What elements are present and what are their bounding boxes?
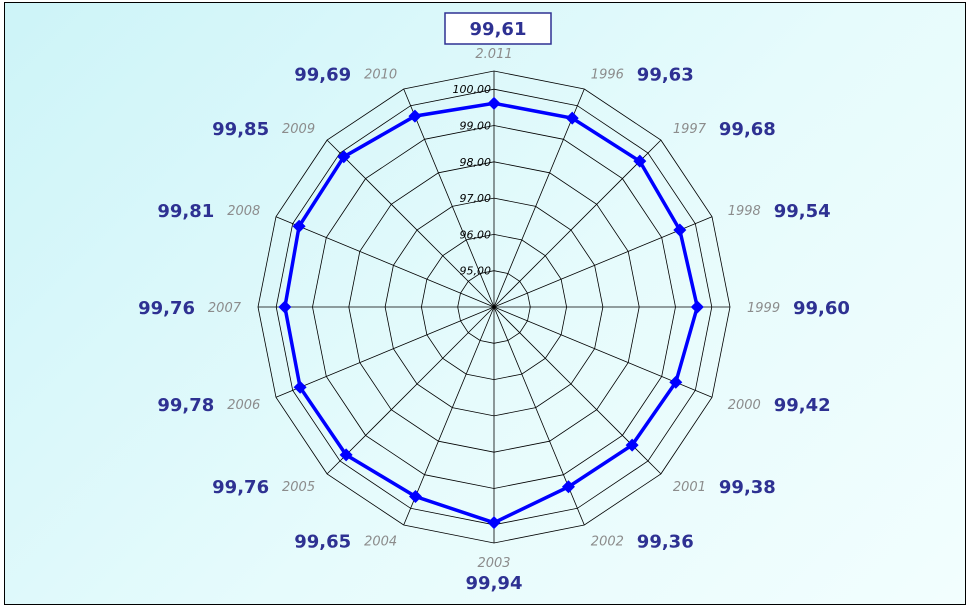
- grid-spoke: [326, 139, 495, 308]
- category-label: 1998: [728, 204, 761, 219]
- radial-tick-label: 99,00: [460, 120, 492, 133]
- data-point: [673, 223, 687, 237]
- data-label: 99,76: [212, 477, 269, 498]
- category-label: 2006: [227, 398, 260, 413]
- data-point: [565, 111, 579, 125]
- data-point: [633, 154, 647, 168]
- grid-spoke: [493, 139, 662, 308]
- data-label: 99,36: [637, 532, 694, 553]
- radial-tick-label: 95,00: [460, 265, 492, 278]
- data-point: [292, 219, 306, 233]
- category-label: 1999: [747, 301, 780, 316]
- data-label: 99,69: [294, 64, 351, 85]
- radial-tick-label: 98,00: [460, 156, 492, 169]
- category-label: 2003: [477, 556, 510, 571]
- data-point: [487, 96, 501, 110]
- data-point: [293, 380, 307, 394]
- data-label: 99,60: [793, 298, 850, 319]
- data-label: 99,81: [157, 201, 214, 222]
- data-point: [408, 109, 422, 123]
- category-label: 2001: [673, 480, 706, 495]
- grid-spoke: [493, 88, 585, 308]
- data-label: 99,78: [157, 395, 214, 416]
- data-label: 99,63: [637, 64, 694, 85]
- grid-spoke: [275, 306, 495, 398]
- data-point: [337, 150, 351, 164]
- data-label: 99,76: [138, 298, 195, 319]
- data-label: 99,61: [470, 19, 527, 40]
- data-point: [339, 448, 353, 462]
- radial-tick-label: 96,00: [460, 228, 492, 241]
- category-label: 1997: [673, 122, 707, 137]
- category-label: 2009: [282, 122, 315, 137]
- grid-spoke: [493, 306, 662, 475]
- data-point: [278, 300, 292, 314]
- grid-spoke: [403, 88, 495, 308]
- category-label: 2007: [208, 301, 242, 316]
- data-label: 99,68: [719, 119, 776, 140]
- data-label: 99,54: [774, 201, 831, 222]
- highlight-box: [444, 12, 552, 45]
- data-point: [625, 438, 639, 452]
- radial-tick-label: 100,00: [453, 83, 492, 96]
- category-label: 2005: [282, 480, 315, 495]
- category-label: 2.011: [475, 47, 512, 62]
- data-label: 99,38: [719, 477, 776, 498]
- data-point: [561, 480, 575, 494]
- radial-tick-labels: 95,00 96,00 97,00 98,00 99,00 100,00: [453, 83, 492, 278]
- grid-spoke: [493, 306, 585, 526]
- data-series: [278, 96, 704, 530]
- radial-tick-label: 97,00: [460, 192, 492, 205]
- grid-spoke: [275, 216, 495, 308]
- data-point: [408, 490, 422, 504]
- category-labels: 2.011 1996 99,63 1997 99,68 1998 99,54 1999 99,6…: [138, 47, 850, 594]
- category-label: 2008: [227, 204, 260, 219]
- category-label: 2002: [591, 535, 624, 550]
- data-label: 99,94: [466, 573, 523, 594]
- data-label: 99,85: [212, 119, 269, 140]
- category-label: 2004: [364, 535, 397, 550]
- data-label: 99,65: [294, 532, 351, 553]
- grid-spoke: [326, 306, 495, 475]
- data-label: 99,42: [774, 395, 831, 416]
- category-label: 2010: [364, 67, 397, 82]
- category-label: 2000: [728, 398, 761, 413]
- radar-spokes: [258, 71, 730, 543]
- data-point: [690, 300, 704, 314]
- data-point: [669, 375, 683, 389]
- grid-spoke: [403, 306, 495, 526]
- category-label: 1996: [591, 67, 624, 82]
- highlight-box-group: 99,61: [444, 12, 552, 45]
- data-point: [487, 516, 501, 530]
